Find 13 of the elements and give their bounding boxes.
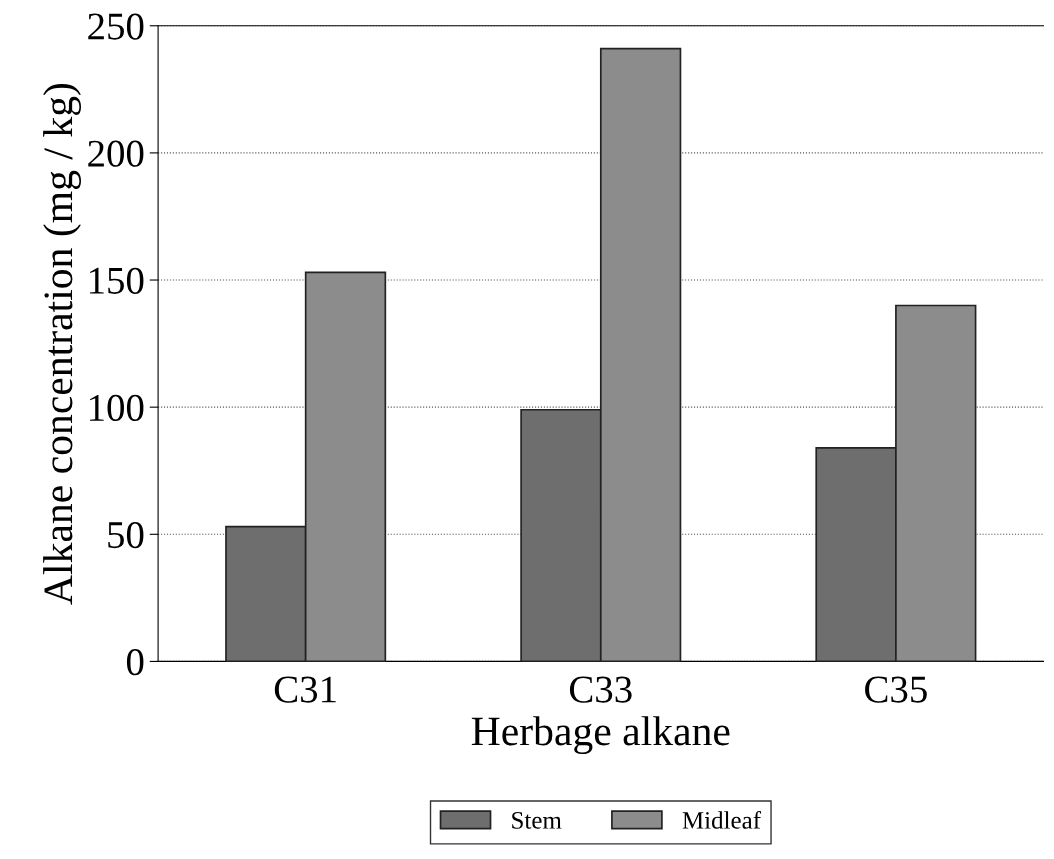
y-tick-label: 200 <box>88 140 144 167</box>
y-tick-label: 50 <box>108 521 144 549</box>
x-axis-title: Herbage alkane <box>471 716 730 755</box>
x-tick-label: C35 <box>865 676 927 703</box>
y-tick-label: 150 <box>89 267 144 294</box>
y-axis-title: Alkane concentration (mg / kg) <box>43 83 82 605</box>
legend-label: Stem <box>512 812 562 829</box>
legend-label: Midleaf <box>682 810 762 829</box>
x-tick-label: C31 <box>274 676 336 703</box>
y-tick-label: 100 <box>89 394 144 422</box>
y-tick-label: 250 <box>88 13 144 40</box>
x-tick-label: C33 <box>569 676 632 703</box>
y-tick-label: 0 <box>126 649 144 676</box>
